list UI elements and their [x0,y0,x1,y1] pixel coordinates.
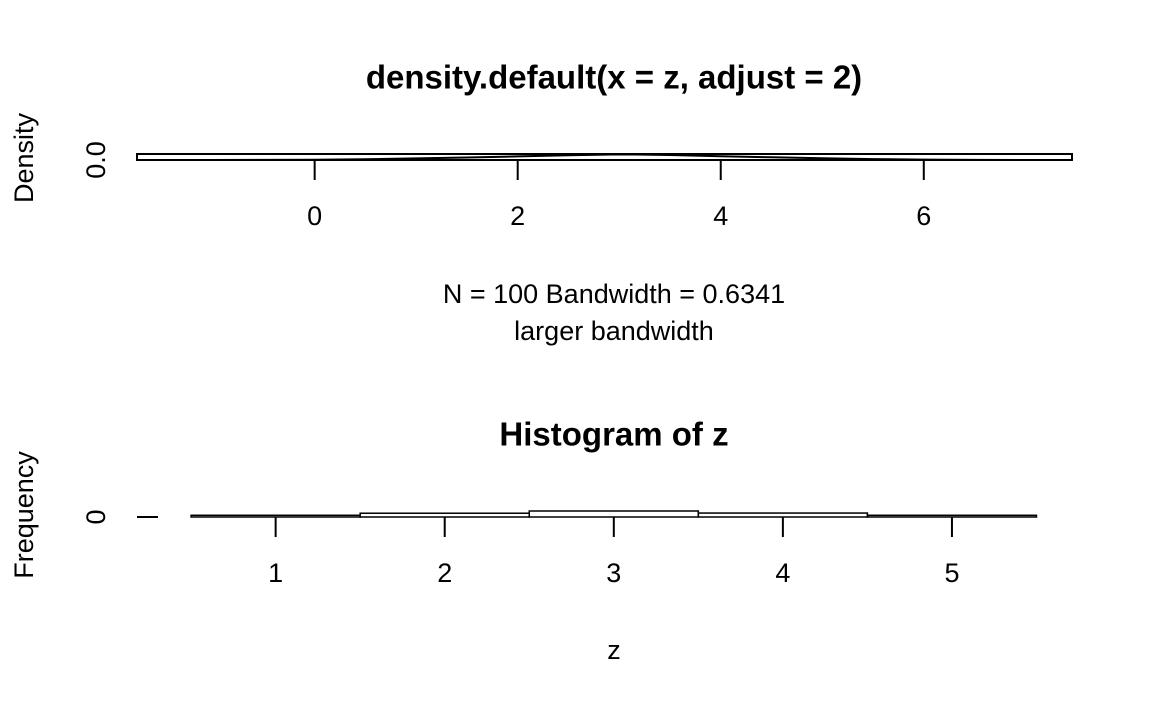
histogram-bar [528,510,700,518]
x-axis-label: N = 100 Bandwidth = 0.6341 [443,279,785,309]
y-tick-label: 0.0 [81,141,111,179]
x-tick-label: 2 [437,558,452,588]
x-tick-label: 5 [944,558,959,588]
x-tick-label: 1 [268,558,283,588]
x-tick-label: 4 [775,558,790,588]
x-tick-label: 6 [916,201,931,231]
chart-title: density.default(x = z, adjust = 2) [366,59,862,96]
histogram-bar [866,514,1038,518]
x-axis-label: z [607,635,621,665]
y-axis-label: Density [9,112,39,203]
x-tick-label: 3 [606,558,621,588]
histogram-bar [697,512,869,518]
y-axis-label: Frequency [9,451,39,579]
subtitle: larger bandwidth [514,316,714,346]
y-tick-label: 0 [81,509,111,524]
chart-title: Histogram of z [499,416,728,453]
x-tick-label: 4 [713,201,728,231]
histogram-bar [190,514,361,518]
histogram-bar [359,512,531,518]
x-tick-label: 0 [307,201,322,231]
x-tick-label: 2 [510,201,525,231]
density-line [162,153,1066,161]
